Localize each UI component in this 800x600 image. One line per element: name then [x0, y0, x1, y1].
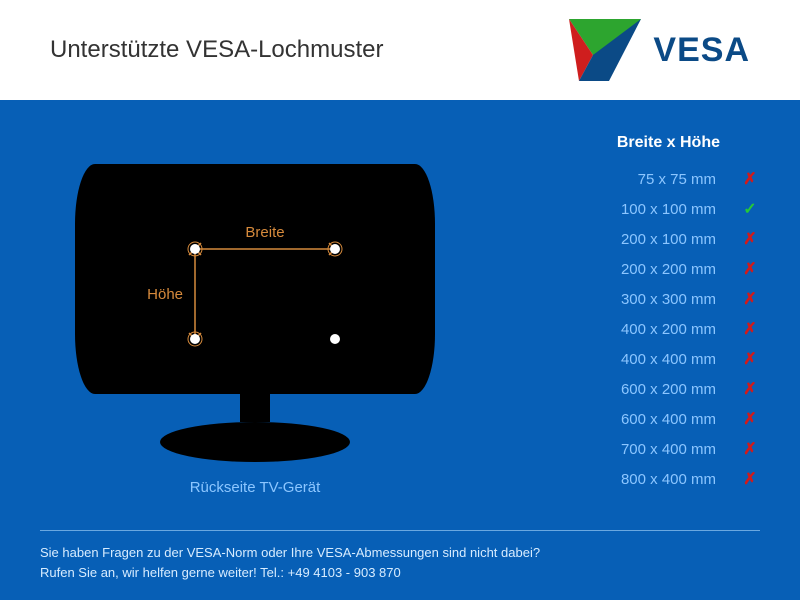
- size-label: 800 x 400 mm: [621, 471, 740, 488]
- size-label: 200 x 200 mm: [621, 261, 740, 278]
- table-row: 300 x 300 mm✗: [500, 284, 760, 314]
- table-rows: 75 x 75 mm✗100 x 100 mm✓200 x 100 mm✗200…: [500, 164, 760, 494]
- tv-diagram-panel: Breite Höhe Rückseite TV-Gerät: [40, 130, 470, 520]
- cross-icon: ✗: [740, 379, 760, 399]
- size-label: 400 x 200 mm: [621, 321, 740, 338]
- table-row: 400 x 200 mm✗: [500, 314, 760, 344]
- table-row: 400 x 400 mm✗: [500, 344, 760, 374]
- table-row: 100 x 100 mm✓: [500, 194, 760, 224]
- size-label: 100 x 100 mm: [621, 201, 740, 218]
- cross-icon: ✗: [740, 469, 760, 489]
- cross-icon: ✗: [740, 439, 760, 459]
- footer: Sie haben Fragen zu der VESA-Norm oder I…: [40, 530, 760, 582]
- cross-icon: ✗: [740, 169, 760, 189]
- table-row: 200 x 200 mm✗: [500, 254, 760, 284]
- vesa-logo: VESA: [569, 19, 750, 81]
- content-area: Breite Höhe Rückseite TV-Gerät Breite x …: [40, 130, 760, 520]
- table-header: Breite x Höhe: [500, 134, 760, 164]
- page-title: Unterstützte VESA-Lochmuster: [50, 36, 383, 64]
- check-icon: ✓: [740, 199, 760, 219]
- height-label: Höhe: [147, 286, 183, 303]
- cross-icon: ✗: [740, 319, 760, 339]
- vesa-logo-text: VESA: [653, 31, 750, 70]
- main-panel: Breite Höhe Rückseite TV-Gerät Breite x …: [0, 100, 800, 600]
- footer-line-2: Rufen Sie an, wir helfen gerne weiter! T…: [40, 563, 760, 583]
- table-row: 700 x 400 mm✗: [500, 434, 760, 464]
- table-row: 600 x 200 mm✗: [500, 374, 760, 404]
- cross-icon: ✗: [740, 229, 760, 249]
- cross-icon: ✗: [740, 409, 760, 429]
- table-row: 75 x 75 mm✗: [500, 164, 760, 194]
- cross-icon: ✗: [740, 259, 760, 279]
- table-row: 800 x 400 mm✗: [500, 464, 760, 494]
- vesa-logo-icon: [569, 19, 641, 81]
- tv-diagram: Breite Höhe: [65, 154, 445, 469]
- size-label: 600 x 200 mm: [621, 381, 740, 398]
- size-label: 600 x 400 mm: [621, 411, 740, 428]
- size-label: 200 x 100 mm: [621, 231, 740, 248]
- cross-icon: ✗: [740, 349, 760, 369]
- footer-line-1: Sie haben Fragen zu der VESA-Norm oder I…: [40, 543, 760, 563]
- vesa-size-table: Breite x Höhe 75 x 75 mm✗100 x 100 mm✓20…: [500, 130, 760, 520]
- table-row: 600 x 400 mm✗: [500, 404, 760, 434]
- size-label: 300 x 300 mm: [621, 291, 740, 308]
- tv-caption: Rückseite TV-Gerät: [190, 479, 321, 496]
- size-label: 400 x 400 mm: [621, 351, 740, 368]
- width-label: Breite: [245, 224, 284, 241]
- header: Unterstützte VESA-Lochmuster VESA: [0, 0, 800, 100]
- size-label: 700 x 400 mm: [621, 441, 740, 458]
- table-row: 200 x 100 mm✗: [500, 224, 760, 254]
- size-label: 75 x 75 mm: [638, 171, 740, 188]
- cross-icon: ✗: [740, 289, 760, 309]
